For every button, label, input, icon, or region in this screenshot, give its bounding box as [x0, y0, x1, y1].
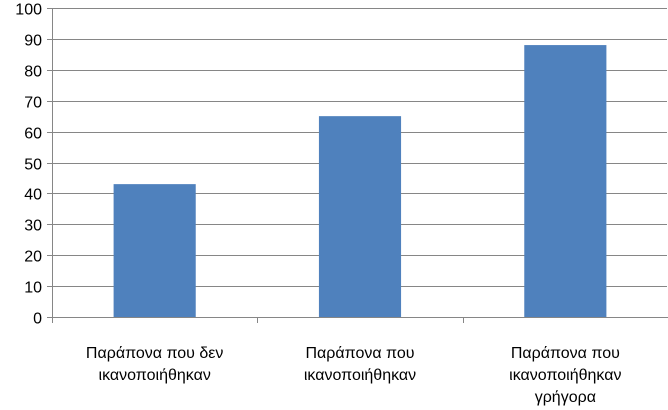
x-category-label-line: ικανοποιήθηκαν [99, 367, 211, 384]
y-tick-label: 40 [24, 187, 42, 204]
x-category-label-line: γρήγορα [535, 389, 596, 406]
y-tick-label: 10 [24, 280, 42, 297]
x-category-label-line: ικανοποιήθηκαν [304, 367, 416, 384]
axes [47, 8, 668, 323]
y-tick-label: 70 [24, 95, 42, 112]
bar [113, 184, 196, 317]
x-category-label: Παράπονα που ικανοποιήθηκαν [304, 345, 416, 384]
y-tick-label: 80 [24, 64, 42, 81]
x-category-label-line: Παράπονα που δεν [86, 345, 224, 362]
y-tick-label: 30 [24, 218, 42, 235]
x-category-label-line: ικανοποιήθηκαν [509, 367, 621, 384]
y-tick-label: 60 [24, 126, 42, 143]
y-tick-label: 20 [24, 249, 42, 266]
axis-labels: 0 10 20 30 40 50 60 70 80 90 100 Παράπονα που δεν ικ… [15, 2, 621, 407]
y-tick-label: 90 [24, 33, 42, 50]
x-category-label-line: Παράπονα που [305, 345, 414, 362]
y-tick-label: 0 [33, 311, 42, 328]
y-tick-label: 50 [24, 157, 42, 174]
y-tick-label: 100 [15, 2, 42, 19]
x-category-label: Παράπονα που δεν ικανοποιήθηκαν [86, 345, 224, 384]
x-category-label-line: Παράπονα που [511, 345, 620, 362]
x-category-label: Παράπονα που ικανοποιήθηκαν γρήγορα [509, 345, 621, 406]
bar [318, 116, 402, 318]
bars [113, 45, 607, 318]
bar [524, 45, 607, 318]
